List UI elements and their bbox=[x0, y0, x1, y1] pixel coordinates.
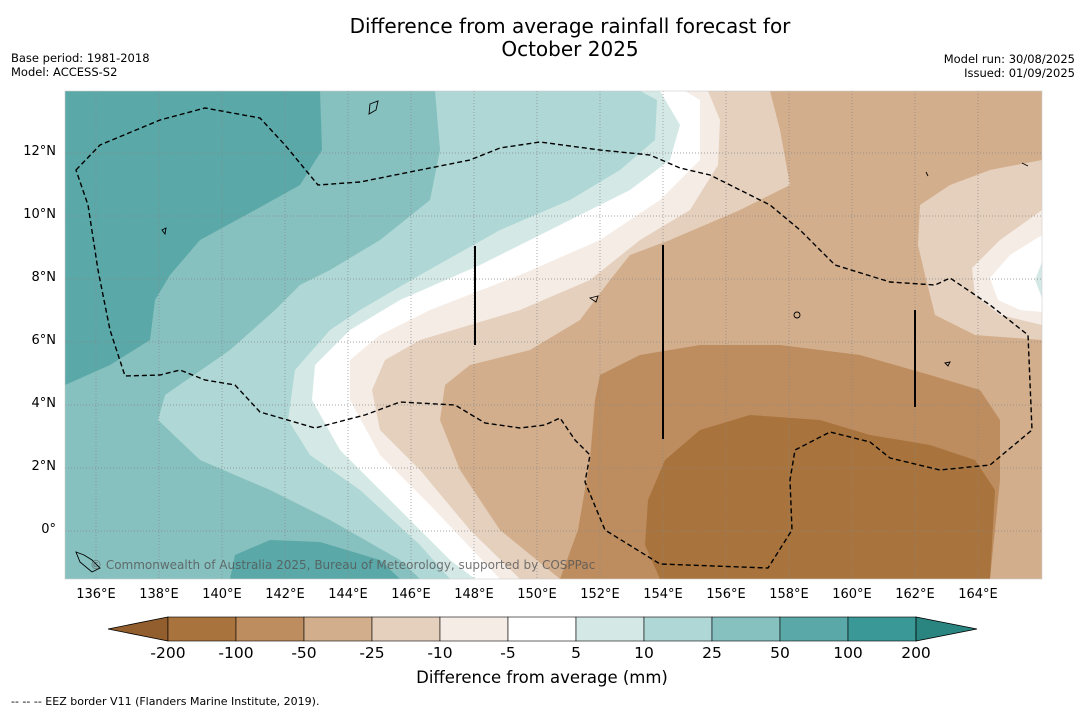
contour-5-10-east bbox=[1035, 262, 1042, 298]
colorbar-segment bbox=[507, 616, 577, 642]
colorbar-segment bbox=[847, 616, 917, 642]
colorbar-tick-label: -5 bbox=[500, 644, 516, 662]
issued-date: Issued: 01/09/2025 bbox=[964, 66, 1075, 80]
copyright-notice: © Commonwealth of Australia 2025, Bureau… bbox=[90, 558, 596, 572]
eez-borders bbox=[75, 107, 1033, 569]
lat-label: 0° bbox=[41, 522, 56, 537]
colorbar-segment bbox=[303, 616, 373, 642]
colorbar-segment bbox=[711, 616, 781, 642]
title-line-2: October 2025 bbox=[501, 37, 639, 61]
colorbar-segment bbox=[779, 616, 849, 642]
colorbar-tick-label: -25 bbox=[359, 644, 385, 662]
colorbar-tick-label: -10 bbox=[427, 644, 453, 662]
lon-label: 162°E bbox=[895, 587, 935, 602]
colorbar-tick-label: -50 bbox=[291, 644, 317, 662]
map-title: Difference from average rainfall forecas… bbox=[270, 15, 870, 61]
lon-label: 148°E bbox=[454, 587, 494, 602]
colorbar-label: Difference from average (mm) bbox=[416, 668, 668, 687]
colorbar-segment bbox=[575, 616, 645, 642]
map-frame bbox=[64, 90, 1043, 580]
colorbar-tick-label: 25 bbox=[702, 644, 722, 662]
colorbar-tick-label: 50 bbox=[770, 644, 790, 662]
contour-neg200-neg100 bbox=[645, 415, 995, 579]
colorbar-tick-label: 10 bbox=[634, 644, 654, 662]
contour-50-100-south bbox=[230, 540, 400, 579]
lat-label: 12°N bbox=[23, 144, 56, 159]
contour-layer bbox=[65, 91, 1042, 579]
lon-label: 136°E bbox=[76, 587, 116, 602]
lat-label: 2°N bbox=[31, 459, 57, 474]
colorbar-segment bbox=[643, 616, 713, 642]
lon-label: 164°E bbox=[958, 587, 998, 602]
model-run: Model run: 30/08/2025 bbox=[943, 52, 1075, 66]
lat-label: 4°N bbox=[31, 396, 57, 411]
lon-label: 152°E bbox=[580, 587, 620, 602]
colorbar-tick-label: 5 bbox=[571, 644, 581, 662]
base-period: Base period: 1981-2018 bbox=[11, 51, 150, 65]
lon-label: 154°E bbox=[643, 587, 683, 602]
colorbar-under-arrow bbox=[107, 616, 169, 642]
lon-label: 140°E bbox=[202, 587, 242, 602]
model-name: Model: ACCESS-S2 bbox=[11, 65, 118, 79]
meta-left: Base period: 1981-2018 Model: ACCESS-S2 bbox=[11, 51, 150, 79]
lon-label: 160°E bbox=[832, 587, 872, 602]
lon-label: 156°E bbox=[706, 587, 746, 602]
meta-right: Model run: 30/08/2025 Issued: 01/09/2025 bbox=[944, 52, 1075, 80]
lon-label: 144°E bbox=[328, 587, 368, 602]
colorbar-segment bbox=[235, 616, 305, 642]
colorbar-over-arrow bbox=[915, 616, 978, 642]
contour-50-100-west bbox=[65, 91, 322, 385]
lat-label: 6°N bbox=[31, 333, 57, 348]
colorbar bbox=[107, 616, 978, 642]
eez-footer-note: -- -- -- EEZ border V11 (Flanders Marine… bbox=[11, 695, 320, 708]
lon-label: 142°E bbox=[265, 587, 305, 602]
colorbar-tick-label: -200 bbox=[150, 644, 186, 662]
colorbar-tick-label: -100 bbox=[218, 644, 254, 662]
lon-label: 146°E bbox=[391, 587, 431, 602]
colorbar-segment bbox=[167, 616, 237, 642]
lon-label: 158°E bbox=[769, 587, 809, 602]
lat-label: 8°N bbox=[31, 270, 57, 285]
colorbar-segment bbox=[439, 616, 509, 642]
lat-label: 10°N bbox=[23, 207, 56, 222]
island-coastlines bbox=[75, 100, 1029, 573]
colorbar-tick-label: 100 bbox=[833, 644, 863, 662]
colorbar-segment bbox=[371, 616, 441, 642]
contour-neg5-5-east bbox=[990, 235, 1042, 312]
lon-label: 150°E bbox=[517, 587, 557, 602]
title-line-1: Difference from average rainfall forecas… bbox=[349, 14, 791, 38]
lon-label: 138°E bbox=[139, 587, 179, 602]
colorbar-tick-label: 200 bbox=[901, 644, 931, 662]
eez-verticals bbox=[474, 245, 916, 439]
